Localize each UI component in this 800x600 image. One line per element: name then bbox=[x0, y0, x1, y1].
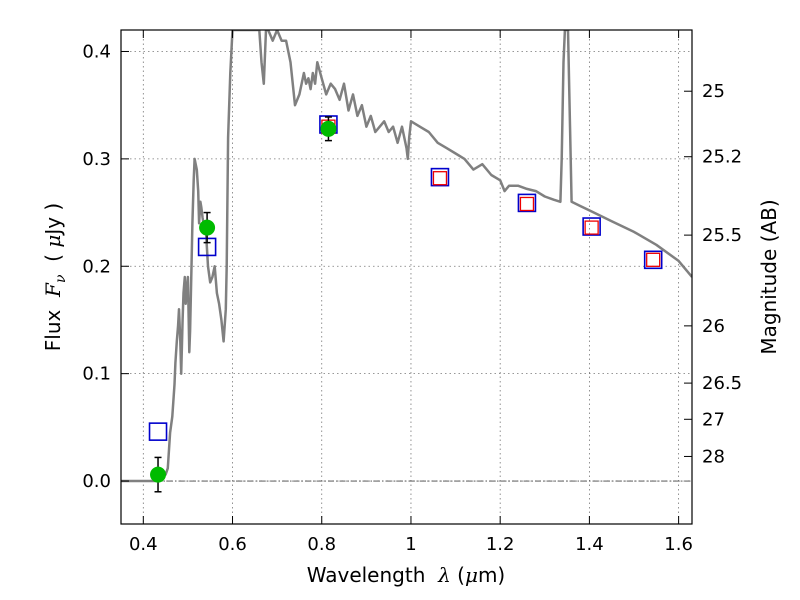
model-flux-marker bbox=[643, 250, 663, 270]
y2-axis-label: Magnitude (AB) bbox=[757, 199, 781, 354]
observed-flux-point bbox=[150, 466, 167, 483]
plot-area bbox=[121, 30, 692, 493]
y-axis-label: Flux Fν ( μJy ) bbox=[41, 203, 69, 351]
observed-flux-point bbox=[199, 219, 216, 236]
y2-tick-label: 25.2 bbox=[702, 147, 742, 168]
plot-background bbox=[121, 30, 692, 524]
y-tick-label: 0.1 bbox=[82, 364, 111, 385]
y2-tick-label: 26.5 bbox=[702, 373, 742, 394]
model-flux-marker bbox=[517, 193, 537, 213]
plot-frame bbox=[120, 29, 693, 525]
x-tick-label: 0.4 bbox=[129, 534, 158, 555]
x-tick-label: 1.6 bbox=[664, 534, 693, 555]
y2-tick-label: 25 bbox=[702, 81, 725, 102]
x-tick-label: 0.6 bbox=[218, 534, 247, 555]
model-flux-inner-marker bbox=[432, 171, 448, 186]
model-flux-inner-marker bbox=[584, 220, 599, 235]
observed-flux-point bbox=[320, 120, 337, 137]
x-tick-label: 0.8 bbox=[307, 534, 336, 555]
model-flux-inner-marker bbox=[646, 252, 661, 267]
y2-tick-label: 26 bbox=[702, 316, 725, 337]
model-flux-marker bbox=[430, 167, 450, 187]
sed-model-curve bbox=[121, 30, 692, 483]
axes: 0.4 0.6 0.8 1 1.2 1.4 1.6 0.0 0.1 0.2 0.3 0.4 25 25.2… bbox=[82, 29, 742, 555]
model-flux-marker bbox=[582, 217, 601, 236]
x-axis-label: Wavelength λ (μm) bbox=[307, 563, 506, 587]
y-tick-label: 0.4 bbox=[82, 41, 111, 62]
y2-tick-label: 28 bbox=[702, 446, 725, 467]
y2-tick-label: 27 bbox=[702, 409, 725, 430]
x-tick-label: 1.2 bbox=[486, 534, 515, 555]
y-tick-label: 0.0 bbox=[82, 471, 111, 492]
y-tick-label: 0.2 bbox=[82, 256, 111, 277]
model-flux-inner-marker bbox=[519, 196, 535, 212]
y-tick-label: 0.3 bbox=[82, 149, 111, 170]
y2-tick-label: 25.5 bbox=[702, 225, 742, 246]
x-tick-label: 1.4 bbox=[575, 534, 604, 555]
model-flux-marker bbox=[148, 422, 168, 441]
x-tick-label: 1 bbox=[405, 534, 416, 555]
